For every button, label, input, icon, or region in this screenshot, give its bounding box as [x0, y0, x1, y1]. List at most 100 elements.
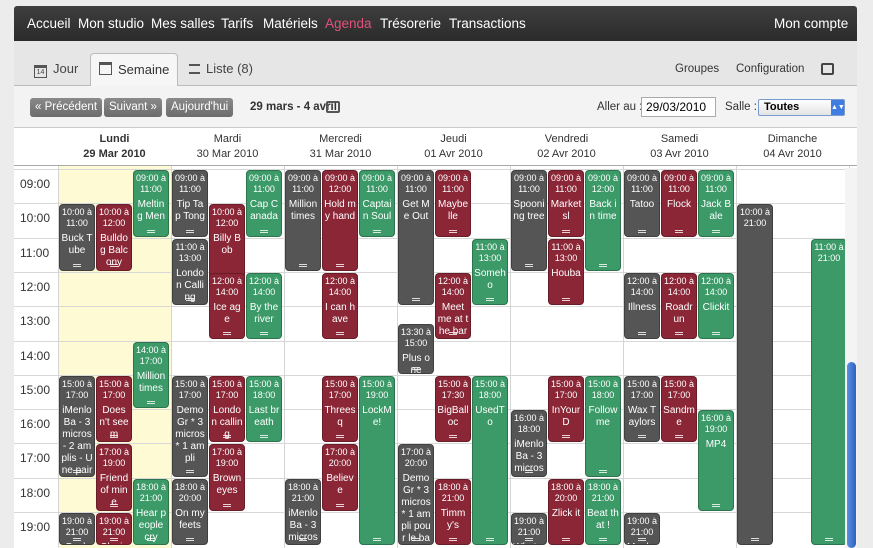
resize-handle-icon[interactable] [751, 538, 759, 542]
resize-handle-icon[interactable] [486, 298, 494, 302]
resize-handle-icon[interactable] [336, 332, 344, 336]
calendar-event[interactable]: 15:00 à 17:00 Sandme [661, 375, 697, 443]
calendar-event[interactable]: 10:00 à 21:00 [737, 204, 773, 546]
resize-handle-icon[interactable] [599, 469, 607, 473]
resize-handle-icon[interactable] [712, 503, 720, 507]
calendar-event[interactable]: 18:00 à 21:00 Hear people cry [133, 478, 169, 546]
resize-handle-icon[interactable] [186, 229, 194, 233]
today-button[interactable]: Aujourd'hui [166, 98, 234, 117]
day-header[interactable]: Mardi 30 Mar 2010 [171, 132, 284, 162]
resize-handle-icon[interactable] [186, 298, 194, 302]
resize-handle-icon[interactable] [675, 229, 683, 233]
salle-select[interactable]: Toutes ▲▼ [758, 99, 845, 116]
calendar-event[interactable]: 15:00 à 18:00 Follow me [585, 375, 621, 477]
calendar-event[interactable]: 09:00 à 11:00 Jack Bale [698, 170, 734, 237]
calendar-event[interactable]: 15:00 à 17:30 BigBalloc [435, 375, 471, 443]
resize-handle-icon[interactable] [525, 469, 533, 473]
nav-transactions[interactable]: Transactions [449, 16, 526, 31]
print-icon[interactable] [326, 101, 340, 113]
calendar-event[interactable]: 09:00 à 11:00 Captain Soul [359, 170, 395, 237]
fullscreen-icon[interactable] [821, 63, 834, 75]
resize-handle-icon[interactable] [147, 538, 155, 542]
resize-handle-icon[interactable] [825, 538, 833, 542]
resize-handle-icon[interactable] [562, 538, 570, 542]
resize-handle-icon[interactable] [638, 229, 646, 233]
resize-handle-icon[interactable] [336, 435, 344, 439]
calendar-event[interactable]: 09:00 à 11:00 Flock [661, 170, 697, 237]
calendar-event[interactable]: 12:00 à 14:00 Roadrun [661, 272, 697, 340]
calendar-event[interactable]: 18:00 à 21:00 Timmy's [435, 478, 471, 546]
resize-handle-icon[interactable] [260, 435, 268, 439]
calendar-event[interactable]: 16:00 à 19:00 MP4 [698, 410, 734, 511]
configuration-link[interactable]: Configuration [736, 63, 805, 75]
goto-date-input[interactable] [641, 97, 716, 117]
resize-handle-icon[interactable] [638, 538, 646, 542]
previous-button[interactable]: « Précédent [30, 98, 103, 117]
nav-mon-studio[interactable]: Mon studio [78, 16, 145, 31]
calendar-event[interactable]: 10:00 à 11:00 Buck Tube [59, 204, 95, 271]
calendar-event[interactable]: 09:00 à 12:00 Hold my hand [322, 170, 358, 271]
calendar-event[interactable]: 15:00 à 17:00 Doesn't seem [96, 375, 132, 443]
resize-handle-icon[interactable] [73, 538, 81, 542]
resize-handle-icon[interactable] [599, 538, 607, 542]
day-header[interactable]: Mercredi 31 Mar 2010 [284, 132, 397, 162]
calendar-event[interactable]: 15:00 à 17:00 Threesq [322, 375, 358, 443]
nav-agenda[interactable]: Agenda [325, 16, 372, 31]
resize-handle-icon[interactable] [110, 538, 118, 542]
resize-handle-icon[interactable] [147, 229, 155, 233]
calendar-event[interactable]: 09:00 à 11:00 Tip Tap Tong [172, 170, 208, 237]
nav-tresorerie[interactable]: Trésorerie [380, 16, 442, 31]
resize-handle-icon[interactable] [299, 263, 307, 267]
calendar-event[interactable]: 09:00 à 12:00 Back in time [585, 170, 621, 271]
resize-handle-icon[interactable] [110, 503, 118, 507]
calendar-event[interactable]: 09:00 à 11:00 Cap Canada [246, 170, 282, 237]
calendar-event[interactable]: 15:00 à 17:00 iMenloBa - 3 micros - 2 amp… [59, 375, 95, 477]
calendar-event[interactable]: 09:00 à 11:00 Tatoo [624, 170, 660, 237]
resize-handle-icon[interactable] [73, 469, 81, 473]
resize-handle-icon[interactable] [147, 401, 155, 405]
calendar-event[interactable]: 17:00 à 20:00 DemoGr * 3 micros * 1 ampli… [398, 444, 434, 546]
resize-handle-icon[interactable] [525, 263, 533, 267]
resize-handle-icon[interactable] [712, 332, 720, 336]
calendar-event[interactable]: 18:00 à 20:00 Zlick it [548, 478, 584, 546]
resize-handle-icon[interactable] [638, 332, 646, 336]
resize-handle-icon[interactable] [260, 229, 268, 233]
resize-handle-icon[interactable] [186, 538, 194, 542]
calendar-event[interactable]: 11:00 à 13:00 Houba [548, 238, 584, 306]
nav-materiels[interactable]: Matériels [263, 16, 318, 31]
resize-handle-icon[interactable] [525, 538, 533, 542]
calendar-event[interactable]: 09:00 à 11:00 Melting Men [133, 170, 169, 237]
resize-handle-icon[interactable] [675, 435, 683, 439]
calendar-event[interactable]: 15:00 à 18:00 Last breath [246, 375, 282, 443]
resize-handle-icon[interactable] [449, 332, 457, 336]
calendar-event[interactable]: 12:00 à 14:00 I can have [322, 272, 358, 340]
day-header[interactable]: Samedi 03 Avr 2010 [623, 132, 736, 162]
calendar-event[interactable]: 12:00 à 14:00 Illness [624, 272, 660, 340]
calendar-event[interactable]: 19:00 à 21:00What a [511, 513, 547, 546]
scrollbar-thumb[interactable] [847, 362, 856, 548]
calendar-event[interactable]: 12:00 à 14:00 Meet me at the bar [435, 272, 471, 340]
calendar-event[interactable]: 15:00 à 17:00 InYourD [548, 375, 584, 443]
calendar-event[interactable]: 15:00 à 19:00 LockMe! [359, 375, 395, 546]
tab-semaine[interactable]: Semaine [90, 53, 179, 86]
tab-jour[interactable]: 14 Jour [34, 53, 78, 86]
resize-handle-icon[interactable] [110, 435, 118, 439]
calendar-event[interactable]: 17:00 à 20:00 Believe [322, 444, 358, 511]
resize-handle-icon[interactable] [486, 538, 494, 542]
calendar-event[interactable]: 15:00 à 17:00 Wax Taylors [624, 375, 660, 443]
calendar-event[interactable]: 19:00 à 21:00Monkey [624, 513, 660, 546]
calendar-event[interactable]: 11:00 à 21:00 [811, 238, 847, 546]
resize-handle-icon[interactable] [223, 332, 231, 336]
calendar-event[interactable]: 16:00 à 18:00 iMenloBa - 3 micros [511, 410, 547, 477]
resize-handle-icon[interactable] [223, 435, 231, 439]
resize-handle-icon[interactable] [562, 229, 570, 233]
calendar-event[interactable]: 15:00 à 18:00 UsedTo [472, 375, 508, 546]
resize-handle-icon[interactable] [449, 538, 457, 542]
calendar-event[interactable]: 09:00 à 11:00 Million times [285, 170, 321, 271]
resize-handle-icon[interactable] [73, 263, 81, 267]
resize-handle-icon[interactable] [675, 332, 683, 336]
calendar-event[interactable]: 12:00 à 14:00 Clickit [698, 272, 734, 340]
resize-handle-icon[interactable] [638, 435, 646, 439]
resize-handle-icon[interactable] [712, 229, 720, 233]
